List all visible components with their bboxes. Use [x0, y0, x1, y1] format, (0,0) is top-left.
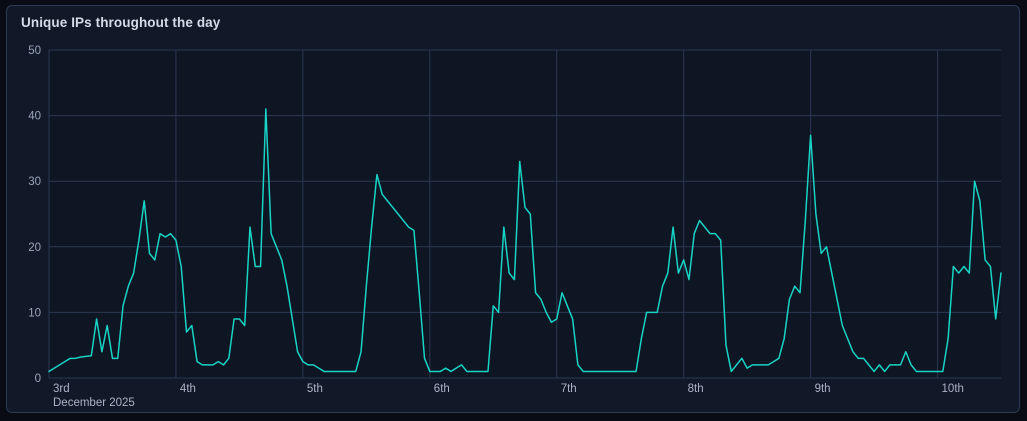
y-gridlines [49, 49, 1001, 379]
series-line-unique-ips [48, 108, 1002, 373]
y-axis-tick-label: 20 [28, 242, 41, 254]
line-chart: 0 10 20 30 40 50 3rd December 2025 4th 5th 6th 7th… [7, 6, 1019, 412]
x-axis-tick-label: 5th [307, 383, 323, 395]
x-axis-tick-label: 3rd [53, 383, 70, 395]
y-axis-labels: 0 10 20 30 40 50 [28, 45, 41, 385]
panel-title: Unique IPs throughout the day [21, 15, 221, 30]
x-axis-tick-label: 6th [434, 383, 450, 395]
x-gridlines [48, 50, 939, 378]
x-axis-tick-label: 8th [688, 383, 704, 395]
x-axis-tick-label: 7th [561, 383, 577, 395]
y-axis-tick-label: 50 [28, 45, 41, 57]
y-axis-tick-label: 30 [28, 176, 41, 188]
y-axis-tick-label: 10 [28, 307, 41, 319]
x-axis-labels: 3rd December 2025 4th 5th 6th 7th 8th 9th 10th [53, 383, 964, 409]
x-axis-tick-label: 10th [942, 383, 964, 395]
x-axis-tick-sublabel: December 2025 [53, 397, 135, 409]
y-axis-tick-label: 40 [28, 111, 41, 123]
chart-svg: 0 10 20 30 40 50 3rd December 2025 4th 5th 6th 7th… [28, 45, 1002, 409]
y-axis-tick-label: 0 [35, 373, 41, 385]
x-axis-tick-label: 4th [180, 383, 196, 395]
x-axis-tick-label: 9th [815, 383, 831, 395]
chart-panel: Unique IPs throughout the day 0 10 20 30 40 5… [6, 5, 1020, 413]
